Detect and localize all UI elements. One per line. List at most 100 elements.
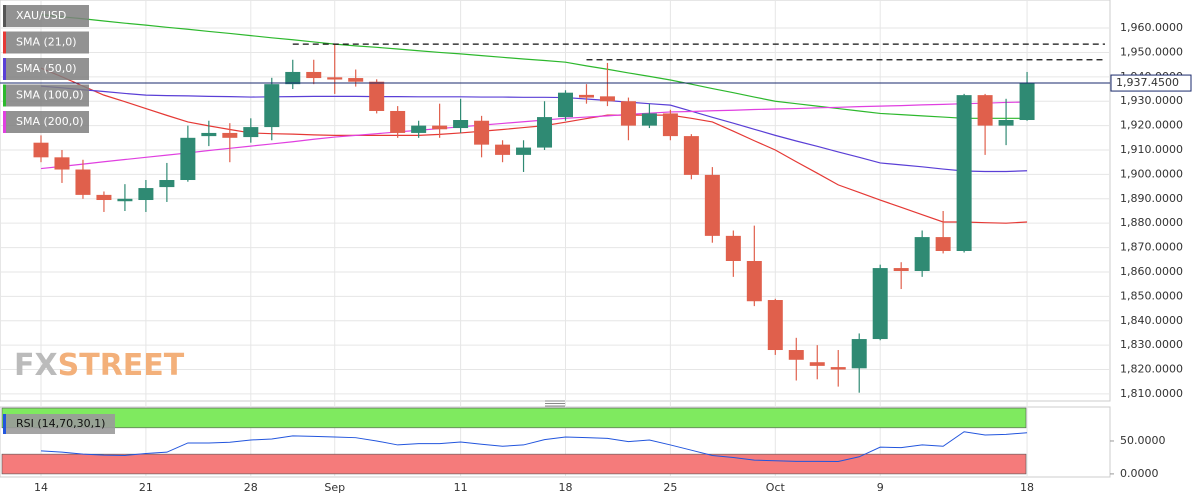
candle-body bbox=[998, 120, 1014, 126]
legend-label: SMA (50,0) bbox=[16, 62, 77, 75]
candle-body bbox=[830, 367, 846, 370]
x-tick-label: Oct bbox=[766, 481, 786, 494]
candle-body bbox=[872, 268, 888, 340]
candle-body bbox=[222, 132, 238, 138]
rsi-band bbox=[1, 453, 1027, 475]
candle-body bbox=[369, 81, 385, 111]
rsi-band bbox=[1, 407, 1027, 429]
candle-body bbox=[138, 188, 154, 201]
candle-body bbox=[578, 94, 594, 98]
legend-box bbox=[3, 5, 89, 27]
candle-body bbox=[495, 144, 511, 155]
legend-swatch bbox=[3, 414, 6, 434]
candle-body bbox=[306, 71, 322, 79]
candle-body bbox=[180, 137, 196, 181]
legend-box bbox=[3, 111, 89, 133]
y-tick-label: 1,880.0000 bbox=[1120, 216, 1183, 229]
candle-body bbox=[33, 142, 49, 158]
y-tick-label: 1,860.0000 bbox=[1120, 265, 1183, 278]
legend-swatch bbox=[3, 84, 6, 107]
x-tick-label: 18 bbox=[559, 481, 573, 494]
candle-body bbox=[935, 237, 951, 251]
y-tick-label: 0.0000 bbox=[1120, 467, 1159, 480]
last-price-box bbox=[1110, 74, 1192, 92]
y-tick-label: 1,890.0000 bbox=[1120, 192, 1183, 205]
y-tick-label: 1,850.0000 bbox=[1120, 289, 1183, 302]
candle-body bbox=[683, 136, 699, 175]
legend-box bbox=[3, 31, 89, 54]
candle-body bbox=[96, 194, 112, 201]
legend-swatch bbox=[3, 111, 6, 133]
candle-body bbox=[474, 120, 490, 145]
y-tick-label: 1,820.0000 bbox=[1120, 363, 1183, 376]
candle-body bbox=[75, 169, 91, 195]
candle-body bbox=[851, 339, 867, 369]
candle-body bbox=[285, 71, 301, 85]
candle-body bbox=[893, 268, 909, 271]
y-tick-label: 1,930.0000 bbox=[1120, 94, 1183, 107]
candle-body bbox=[411, 125, 427, 133]
y-tick-label: 1,920.0000 bbox=[1120, 119, 1183, 132]
y-tick-label: 1,830.0000 bbox=[1120, 338, 1183, 351]
y-tick-label: 50.0000 bbox=[1120, 434, 1166, 447]
x-tick-label: 9 bbox=[877, 481, 884, 494]
candle-body bbox=[117, 198, 133, 202]
legend-label: SMA (200,0) bbox=[16, 115, 84, 128]
candle-body bbox=[558, 92, 573, 118]
candle-body bbox=[390, 110, 406, 133]
candle-body bbox=[1019, 83, 1035, 121]
x-tick-label: 28 bbox=[244, 481, 258, 494]
candle-body bbox=[264, 84, 280, 128]
legend-box bbox=[3, 58, 89, 80]
candle-body bbox=[914, 237, 930, 271]
x-tick-label: 11 bbox=[454, 481, 468, 494]
sma-line bbox=[40, 101, 1028, 170]
last-price-label: 1,937.4500 bbox=[1116, 76, 1179, 89]
y-tick-label: 1,950.0000 bbox=[1120, 45, 1183, 58]
legend-swatch bbox=[3, 31, 6, 54]
x-tick-label: 25 bbox=[663, 481, 677, 494]
candle-body bbox=[243, 127, 259, 138]
candle-body bbox=[348, 78, 364, 82]
candle-body bbox=[159, 180, 175, 188]
y-tick-label: 1,810.0000 bbox=[1120, 387, 1183, 400]
legend-label: SMA (100,0) bbox=[16, 89, 84, 102]
candle-body bbox=[767, 300, 783, 351]
sma-line bbox=[40, 14, 1028, 119]
candle-body bbox=[516, 147, 532, 155]
candle-body bbox=[599, 96, 615, 102]
y-tick-label: 1,910.0000 bbox=[1120, 143, 1183, 156]
y-tick-label: 1,900.0000 bbox=[1120, 167, 1183, 180]
candle-body bbox=[641, 113, 657, 126]
splitter[interactable] bbox=[545, 400, 565, 407]
legend-label: RSI (14,70,30,1) bbox=[16, 417, 105, 430]
candle-body bbox=[432, 125, 448, 130]
legend-swatch bbox=[3, 5, 6, 27]
candle-body bbox=[977, 95, 993, 126]
rsi-line bbox=[40, 431, 1028, 463]
candle-body bbox=[537, 117, 553, 148]
x-tick-label: 14 bbox=[34, 481, 48, 494]
x-tick-label: 21 bbox=[139, 481, 153, 494]
candle-body bbox=[704, 174, 720, 236]
candle-body bbox=[327, 77, 343, 80]
candle-body bbox=[201, 132, 217, 137]
y-tick-label: 1,840.0000 bbox=[1120, 314, 1183, 327]
sma-line bbox=[40, 67, 1028, 224]
price-panel bbox=[0, 0, 1111, 402]
candle-body bbox=[956, 95, 972, 251]
candle-body bbox=[453, 120, 469, 129]
x-tick-label: Sep bbox=[324, 481, 345, 494]
y-tick-label: 1,960.0000 bbox=[1120, 21, 1183, 34]
watermark-street: STREET bbox=[58, 348, 185, 383]
legend-box bbox=[3, 84, 89, 107]
candle-body bbox=[788, 350, 804, 360]
candle-body bbox=[809, 362, 825, 366]
candle-body bbox=[725, 235, 741, 261]
legend-label: SMA (21,0) bbox=[16, 36, 77, 49]
watermark: FXSTREET bbox=[14, 348, 185, 383]
legend-swatch bbox=[3, 58, 6, 80]
candle-body bbox=[662, 113, 678, 137]
candle-body bbox=[746, 260, 762, 302]
